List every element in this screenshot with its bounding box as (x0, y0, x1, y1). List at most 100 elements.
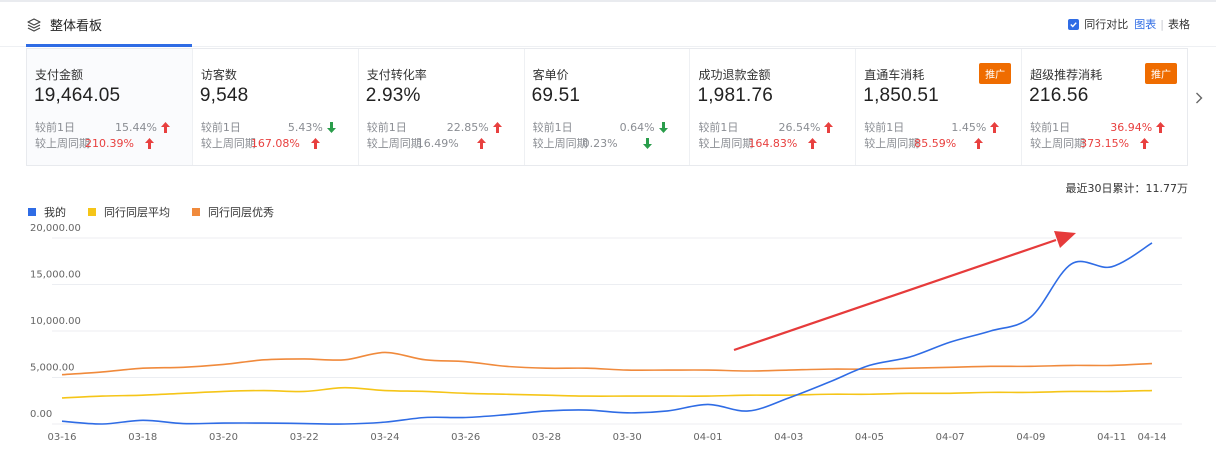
trend-chart: 20,000.00 15,000.00 10,000.00 5,000.00 0.00 0… (30, 223, 1182, 443)
x-tick-label: 03-24 (370, 432, 399, 443)
comparison-label: 较上周同期 (698, 137, 754, 150)
comparison-value: 85.59% (914, 136, 957, 150)
arrow-down-icon (642, 137, 652, 149)
comparison-value: 164.83% (748, 136, 798, 150)
comparison-label: 较前1日 (35, 121, 75, 134)
comparison-value: 26.54% (778, 120, 821, 134)
layers-icon (27, 17, 41, 32)
metric-label: 客单价 (532, 68, 569, 82)
chevron-right-icon (1196, 92, 1203, 104)
x-tick-label: 03-18 (128, 432, 157, 443)
legend-item[interactable]: 同行同层优秀 (192, 204, 274, 220)
compare-checkbox[interactable] (1068, 18, 1080, 30)
next-arrow-button[interactable] (1192, 88, 1206, 108)
metric-value: 9,548 (199, 85, 249, 106)
legend-item[interactable]: 我的 (28, 204, 66, 220)
series-line (61, 242, 1153, 425)
comparison-row: 较上周同期 167.08% (201, 135, 320, 151)
comparison-row: 较上周同期 0.23% (533, 135, 652, 151)
arrow-up-icon (974, 137, 984, 149)
check-icon (1070, 21, 1078, 28)
legend-swatch (88, 208, 96, 216)
arrow-up-icon (161, 121, 170, 133)
arrow-up-icon (824, 121, 834, 133)
comparison-row: 较上周同期 164.83% (698, 135, 818, 151)
total-30-days: 最近30日累计：11.77万 (1065, 182, 1189, 195)
chart-view-link[interactable]: 图表 (1134, 18, 1157, 31)
x-tick-label: 03-28 (532, 432, 561, 443)
metric-label: 成功退款金额 (698, 68, 771, 82)
y-tick-label: 20,000.00 (30, 223, 81, 234)
metric-card[interactable]: 支付金额 19,464.05 较前1日 15.44% 较上周同期 210.39% (27, 49, 193, 165)
comparison-label: 较上周同期 (366, 137, 422, 150)
y-tick-label: 10,000.00 (30, 316, 81, 327)
y-tick-label: 5,000.00 (30, 363, 75, 374)
comparison-value: 5.43% (287, 120, 323, 134)
promo-badge[interactable]: 推广 (1145, 63, 1178, 84)
annotation-arrow-line (733, 238, 1057, 352)
comparison-value: 210.39% (85, 136, 134, 150)
series-line (61, 351, 1153, 376)
page-title: 整体看板 (50, 19, 103, 34)
comparison-label: 较前1日 (200, 121, 241, 134)
comparison-row: 较上周同期 210.39% (35, 135, 154, 151)
comparison-label: 较前1日 (698, 121, 739, 134)
metric-card[interactable]: 支付转化率 2.93% 较前1日 22.85% 较上周同期 16.49% (359, 49, 525, 165)
x-tick-label: 03-26 (451, 432, 480, 443)
top-divider (0, 0, 1216, 2)
metric-label: 超级推荐消耗 (1030, 68, 1103, 82)
comparison-value: 373.15% (1080, 136, 1130, 150)
annotation-arrow-head (1054, 231, 1076, 248)
comparison-value: 16.49% (416, 136, 459, 150)
metric-value: 216.56 (1029, 85, 1089, 106)
metric-label: 支付金额 (35, 68, 84, 82)
y-tick-label: 0.00 (30, 409, 52, 420)
legend-swatch (28, 208, 36, 216)
comparison-label: 较上周同期 (35, 137, 90, 150)
metric-card[interactable]: 客单价 69.51 较前1日 0.64% 较上周同期 0.23% (525, 49, 691, 165)
promo-badge[interactable]: 推广 (979, 63, 1012, 84)
metric-card[interactable]: 直通车消耗 1,850.51 推广 较前1日 1.45% 较上周同期 85.59% (856, 49, 1023, 165)
metric-label: 访客数 (200, 68, 237, 82)
comparison-row: 较前1日 15.44% (35, 119, 170, 135)
comparison-label: 较上周同期 (532, 137, 588, 150)
x-tick-label: 04-09 (1016, 432, 1045, 443)
table-view-link[interactable]: 表格 (1168, 18, 1190, 31)
metric-card[interactable]: 访客数 9,548 较前1日 5.43% 较上周同期 167.08% (193, 49, 359, 165)
arrow-down-icon (326, 121, 336, 133)
compare-label[interactable]: 同行对比 (1084, 18, 1129, 31)
comparison-row: 较上周同期 16.49% (367, 135, 486, 151)
comparison-value: 1.45% (951, 120, 987, 134)
comparison-row: 较前1日 1.45% (864, 119, 1000, 135)
comparison-value: 167.08% (250, 136, 300, 150)
comparison-value: 36.94% (1110, 120, 1153, 134)
x-tick-label: 04-14 (1137, 432, 1166, 443)
comparison-row: 较前1日 0.64% (533, 119, 668, 135)
comparison-label: 较上周同期 (1030, 137, 1086, 150)
metric-value: 69.51 (531, 85, 581, 106)
x-tick-label: 03-22 (290, 432, 319, 443)
arrow-up-icon (990, 121, 1000, 133)
series-line (61, 386, 1153, 399)
comparison-label: 较前1日 (366, 121, 407, 134)
arrow-up-icon (1140, 137, 1150, 149)
metric-card[interactable]: 成功退款金额 1,981.76 较前1日 26.54% 较上周同期 164.83% (690, 49, 857, 165)
arrow-up-icon (476, 137, 486, 149)
legend-label: 同行同层优秀 (208, 206, 274, 219)
x-tick-label: 04-05 (855, 432, 884, 443)
comparison-value: 0.64% (619, 120, 655, 134)
comparison-value: 0.23% (582, 136, 618, 150)
comparison-value: 15.44% (115, 120, 157, 134)
metric-card[interactable]: 超级推荐消耗 216.56 推广 较前1日 36.94% 较上周同期 373.15% (1022, 49, 1187, 165)
x-tick-label: 03-20 (209, 432, 238, 443)
view-separator: | (1160, 17, 1164, 31)
title-group: 整体看板 (26, 15, 102, 34)
chart-legend: 我的 同行同层平均 同行同层优秀 (28, 204, 296, 220)
comparison-row: 较上周同期 373.15% (1030, 135, 1150, 151)
legend-label: 同行同层平均 (104, 206, 170, 219)
arrow-up-icon (492, 121, 502, 133)
metric-value: 1,981.76 (697, 85, 773, 106)
active-card-indicator (26, 44, 192, 47)
legend-item[interactable]: 同行同层平均 (88, 204, 170, 220)
comparison-label: 较前1日 (864, 121, 905, 134)
